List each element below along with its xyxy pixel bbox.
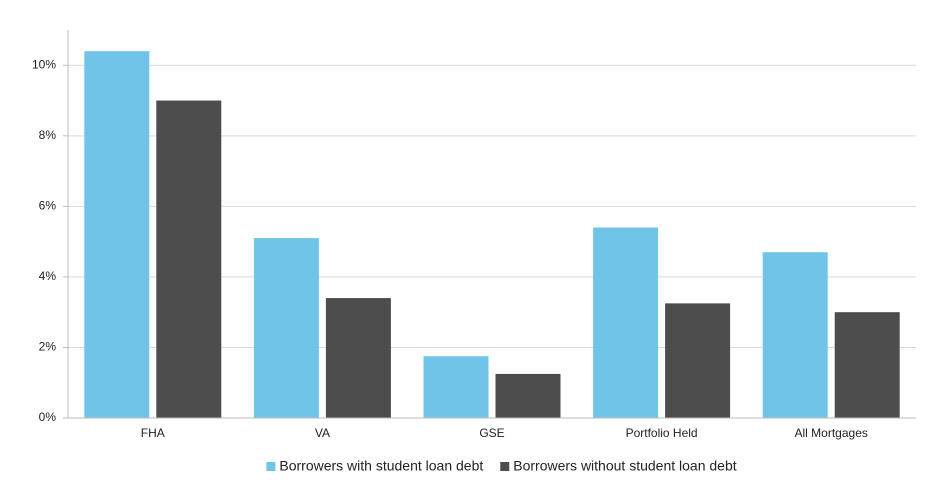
bar (834, 312, 900, 418)
bar (762, 252, 828, 418)
x-tick-label: All Mortgages (795, 426, 868, 440)
bar (665, 303, 731, 418)
x-tick-label: GSE (479, 426, 504, 440)
legend-swatch (500, 462, 510, 471)
bar (84, 51, 150, 418)
y-tick-label: 10% (32, 57, 56, 71)
y-tick-label: 2% (39, 340, 57, 354)
legend-label: Borrowers with student loan debt (279, 458, 483, 474)
y-tick-label: 4% (39, 269, 57, 283)
x-tick-label: Portfolio Held (626, 426, 698, 440)
bar (156, 100, 222, 418)
legend-swatch (266, 462, 276, 471)
x-tick-label: VA (315, 426, 330, 440)
y-tick-label: 0% (39, 410, 57, 424)
bar (325, 298, 391, 418)
y-tick-label: 8% (39, 128, 57, 142)
bar (495, 373, 561, 418)
bar (593, 227, 659, 418)
legend-label: Borrowers without student loan debt (513, 458, 736, 474)
bar (423, 356, 489, 418)
x-tick-label: FHA (141, 426, 165, 440)
y-tick-label: 6% (39, 199, 57, 213)
bar (253, 238, 319, 418)
